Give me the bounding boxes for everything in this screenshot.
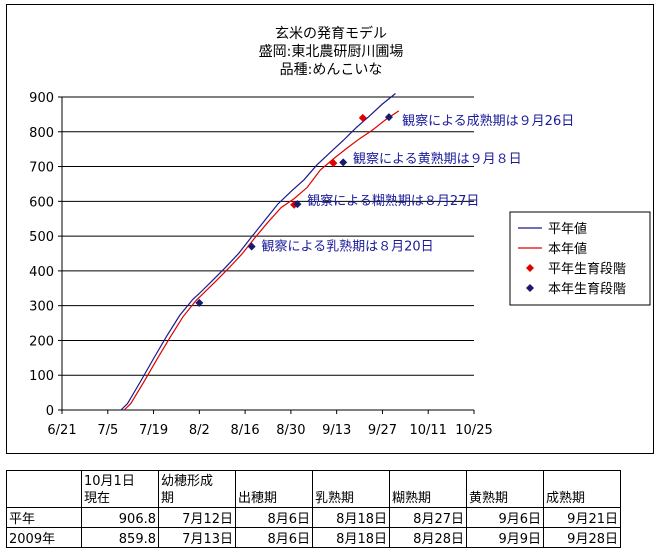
legend-label: 本年生育段階 [548,281,626,297]
table-cell: 7月12日 [158,507,236,528]
table-row: 2009年 859.8 7月13日 8月6日 8月18日 8月28日 9月9日 9月28日 [6,527,621,548]
stage-marker-1 [195,298,204,307]
chart-frame: 玄米の発育モデル盛岡:東北農研厨川圃場 品種:めんこいな 0 100 200 300 40… [6,4,654,454]
legend-label: 本年値 [548,241,587,257]
gridlines [62,96,474,376]
y-tick-label: 100 [29,369,54,384]
y-tick-label: 900 [29,91,54,106]
x-tick-label: 10/11 [409,423,446,438]
chart-title-line: 玄米の発育モデル [275,25,387,42]
summary-table: 10月1日 現在 幼穂形成 期出穂期 乳熟期 糊熟期 黄熟期 成熟期 平年 906.8 7月12… [6,470,621,548]
y-tick-label: 400 [29,265,54,280]
x-tick-label: 8/16 [231,423,260,438]
plot-area [62,97,474,410]
stage-marker-1 [247,242,256,251]
table-row: 平年 906.8 7月12日 8月6日 8月18日 8月27日 9月6日 9月21日 [6,507,621,528]
table-header-cell [6,470,82,508]
table-header-cell: 乳熟期 [312,470,390,508]
stage-marker-1 [293,200,302,209]
stage-markers [195,113,393,307]
table-header-cell: 10月1日 現在 [81,470,159,508]
table-cell: 8月18日 [312,507,390,528]
annotation-label: 観察による乳熟期は８月20日 [261,239,433,255]
table-cell: 8月6日 [235,527,313,548]
x-tick-label: 8/2 [189,423,210,438]
table-cell: 9月21日 [543,507,621,528]
legend-label: 平年値 [548,221,587,237]
x-tick-label: 7/19 [139,423,168,438]
table-header-row: 10月1日 現在 幼穂形成 期出穂期 乳熟期 糊熟期 黄熟期 成熟期 [6,470,621,508]
table-header-cell: 糊熟期 [389,470,467,508]
table-header-cell: 成熟期 [543,470,621,508]
annotation-label: 観察による黄熟期は９月８日 [353,151,522,167]
x-tick-label: 6/21 [47,423,76,438]
table-cell: 8月18日 [312,527,390,548]
table-cell: 8月27日 [389,507,467,528]
x-tick-label: 10/25 [455,423,492,438]
stage-marker-1 [339,158,348,167]
legend-label: 平年生育段階 [548,261,626,277]
stage-marker-0 [329,159,338,168]
annotation-label: 観察による糊熟期は８月27日 [307,193,479,209]
stage-marker-1 [384,113,393,122]
table-cell: 7月13日 [158,527,236,548]
table-header-cell: 幼穂形成 期 [158,470,236,508]
table-cell: 9月9日 [466,527,544,548]
y-tick-label: 600 [29,195,54,210]
chart-title-line: 品種:めんこいな [280,62,383,78]
legend-marker-0 [526,264,534,272]
y-tick-label: 700 [29,161,54,176]
annotation-label: 観察による成熟期は９月26日 [402,113,574,129]
legend-marker-1 [526,284,534,292]
y-tick-label: 500 [29,230,54,245]
y-tick-label: 0 [46,404,54,419]
series-line-1 [123,110,400,411]
annotations: 観察による成熟期は９月26日観察による黄熟期は９月８日観察による糊熟期は８月27… [261,113,574,255]
table-header-cell: 黄熟期 [466,470,544,508]
table-cell: 906.8 [81,507,159,528]
stage-marker-0 [358,113,367,122]
table-cell: 859.8 [81,527,159,548]
axes: 0 100 200 300 400 500 600 700 800 900 6/21 7/5 7/19 8… [29,91,493,438]
table-cell: 9月28日 [543,527,621,548]
table-cell: 9月6日 [466,507,544,528]
table-cell: 平年 [6,507,82,528]
y-tick-label: 200 [29,334,54,349]
table-header-cell: 出穂期 [235,470,313,508]
x-tick-label: 8/30 [276,423,305,438]
y-tick-label: 300 [29,300,54,315]
table-cell: 8月6日 [235,507,313,528]
chart-title-line: 盛岡:東北農研厨川圃場 [259,44,404,60]
table-cell: 2009年 [6,527,82,548]
table-cell: 8月28日 [389,527,467,548]
x-tick-label: 9/27 [368,423,397,438]
x-tick-label: 7/5 [97,423,118,438]
series-lines [120,93,400,411]
y-tick-label: 800 [29,126,54,141]
series-line-0 [120,93,396,411]
x-tick-label: 9/13 [322,423,351,438]
